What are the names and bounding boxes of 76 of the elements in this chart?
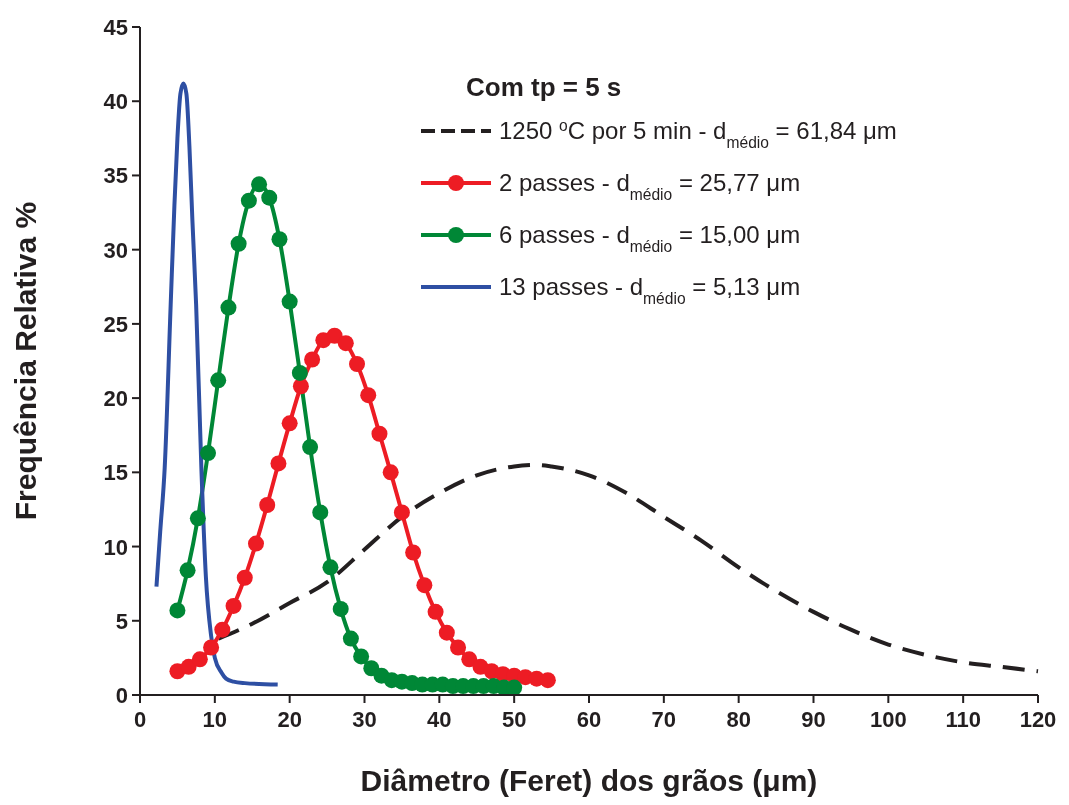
line-series	[154, 81, 280, 687]
point	[240, 192, 257, 209]
point	[191, 651, 208, 668]
point	[236, 569, 253, 586]
point	[332, 600, 349, 617]
legend-label: 2 passes - d$_{médio}$ = 25,77 μm	[499, 169, 801, 203]
x-tick-label: 30	[352, 707, 377, 732]
x-axis-title: Diâmetro (Feret) dos grãos (μm)	[360, 764, 818, 797]
point	[405, 544, 422, 561]
point	[438, 624, 455, 641]
point	[539, 672, 556, 689]
y-tick-label: 30	[103, 237, 128, 263]
x-tick-label: 20	[277, 707, 302, 732]
point	[292, 378, 309, 395]
x-tick-label: 10	[202, 707, 228, 732]
point	[304, 351, 321, 368]
point	[312, 504, 329, 521]
x-tick-label: 110	[945, 707, 981, 732]
point	[169, 602, 186, 619]
legend-label: 13 passes - d$_{médio}$ = 5,13 μm	[499, 273, 801, 307]
point	[271, 231, 288, 248]
point	[461, 651, 478, 668]
point	[200, 445, 217, 462]
x-tick-label: 60	[576, 707, 602, 732]
x-tick-label: 90	[801, 707, 826, 732]
x-tick-label: 0	[133, 707, 147, 732]
point	[230, 235, 247, 252]
point	[281, 415, 298, 432]
x-tick-label: 50	[501, 707, 527, 732]
point	[450, 639, 467, 656]
point	[270, 455, 287, 472]
x-tick-label: 100	[869, 707, 907, 732]
point	[225, 597, 242, 614]
x-tick-label: 120	[1019, 707, 1057, 732]
point	[349, 355, 366, 372]
y-tick-label: 45	[103, 15, 128, 40]
point	[382, 464, 399, 481]
point	[281, 293, 298, 310]
point	[360, 387, 377, 404]
point	[179, 562, 196, 579]
point	[326, 327, 343, 344]
point	[291, 364, 308, 381]
y-tick-label: 15	[103, 460, 128, 486]
point	[371, 425, 388, 442]
point	[180, 658, 197, 675]
point	[416, 577, 433, 594]
point	[220, 299, 237, 316]
y-axis-title: Frequência Relativa %	[9, 201, 42, 521]
point	[427, 603, 444, 620]
point	[210, 372, 227, 389]
point	[189, 510, 206, 527]
point	[214, 621, 231, 638]
y-tick-label: 35	[103, 163, 128, 189]
point	[261, 189, 278, 206]
point	[247, 535, 264, 552]
y-tick-label: 5	[115, 608, 128, 634]
point	[302, 439, 319, 456]
point	[393, 504, 410, 521]
point	[251, 176, 268, 193]
point	[337, 335, 354, 352]
y-tick-label: 20	[103, 386, 128, 412]
point	[203, 639, 220, 656]
legend-title: Com tp = 5 s	[466, 72, 622, 102]
x-tick-label: 80	[726, 707, 751, 732]
point	[259, 496, 276, 513]
point	[342, 630, 359, 647]
point	[353, 648, 370, 665]
x-tick-label: 70	[651, 707, 677, 732]
legend-label: 1250 $^{o}$C por 5 min - d$_{médio}$ = 61,84 μm	[499, 116, 897, 151]
x-tick-label: 40	[427, 707, 452, 732]
point	[322, 559, 339, 576]
legend-label: 6 passes - d$_{médio}$ = 15,00 μm	[499, 221, 801, 255]
y-tick-label: 10	[103, 534, 128, 560]
y-tick-label: 40	[103, 89, 128, 115]
y-tick-label: 0	[115, 683, 128, 708]
y-tick-label: 25	[103, 311, 128, 337]
